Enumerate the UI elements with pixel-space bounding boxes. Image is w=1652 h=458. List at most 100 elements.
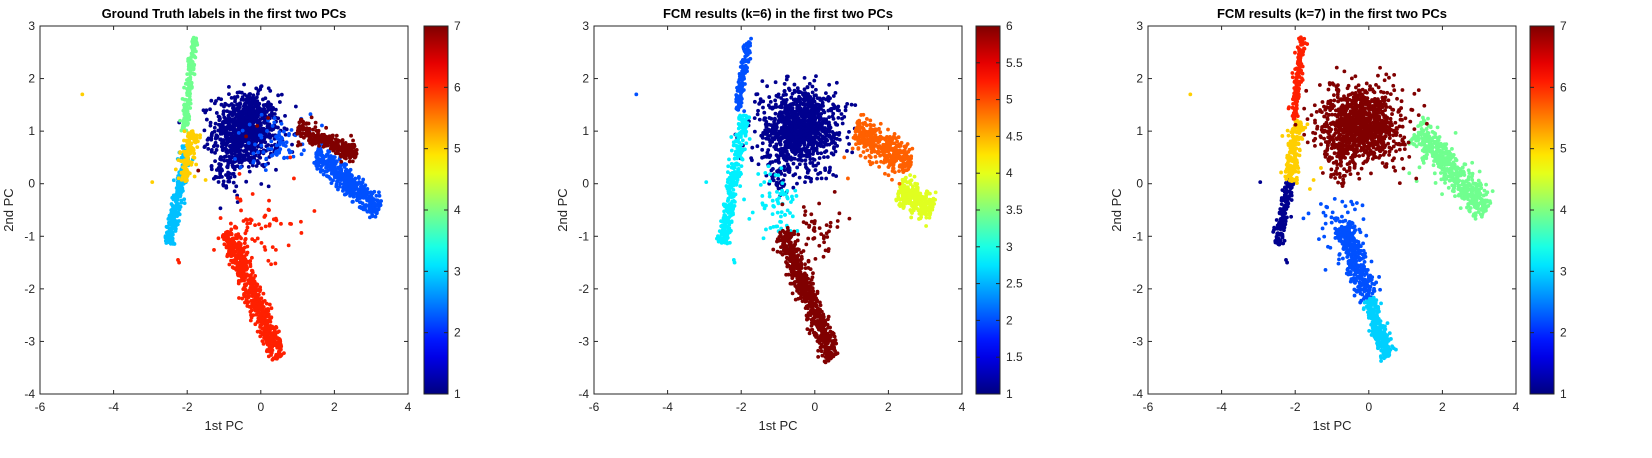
data-point [329, 143, 334, 148]
data-point [245, 126, 250, 130]
data-point [238, 197, 243, 202]
data-point [742, 66, 747, 70]
data-point [307, 131, 312, 136]
data-point [191, 146, 196, 151]
data-point [248, 109, 253, 113]
data-point [235, 94, 240, 99]
data-point [772, 116, 777, 121]
data-point [176, 176, 181, 181]
data-point [850, 150, 855, 155]
data-point [282, 155, 287, 160]
data-point [235, 154, 240, 159]
data-point [248, 114, 253, 118]
data-point [320, 123, 324, 128]
data-point [233, 157, 237, 161]
data-point [231, 106, 235, 111]
data-point [798, 133, 803, 138]
data-point [283, 132, 288, 137]
data-point [802, 103, 807, 107]
data-point [342, 192, 347, 197]
data-point [779, 171, 784, 176]
data-point [281, 143, 286, 147]
data-point [821, 96, 826, 101]
data-point [723, 225, 727, 230]
data-point [236, 108, 241, 113]
data-point [832, 145, 836, 149]
data-point [244, 179, 249, 184]
data-point [313, 125, 318, 130]
cluster-4 [894, 173, 938, 228]
data-point [739, 164, 744, 168]
data-point [725, 241, 730, 246]
data-point [273, 331, 277, 336]
data-point [742, 197, 746, 202]
data-point [263, 162, 268, 167]
data-point [231, 266, 236, 270]
data-point [226, 233, 231, 238]
data-point [795, 181, 799, 186]
data-point [783, 128, 788, 133]
data-point [216, 180, 221, 184]
data-point [338, 168, 343, 173]
data-point [262, 334, 267, 339]
data-point [182, 85, 186, 90]
y-tick-label: 1 [28, 124, 35, 138]
data-point [299, 117, 304, 122]
data-point [192, 155, 197, 160]
data-point [273, 335, 278, 340]
data-point [779, 96, 783, 100]
data-point [360, 180, 365, 185]
data-point [796, 89, 801, 93]
data-point [817, 156, 822, 160]
data-point [806, 134, 811, 139]
data-point [795, 134, 800, 139]
data-point [329, 181, 334, 185]
data-point [801, 97, 806, 102]
data-point [777, 129, 782, 134]
data-point [752, 116, 757, 120]
data-point [231, 249, 235, 254]
data-point [274, 150, 279, 154]
data-point [244, 150, 249, 155]
data-point [765, 84, 769, 89]
data-point [831, 94, 836, 98]
data-point [738, 104, 743, 109]
data-point [792, 139, 796, 144]
data-point [791, 185, 796, 190]
data-point [368, 215, 372, 220]
data-point [355, 182, 360, 187]
data-point [235, 196, 240, 200]
data-point [185, 162, 190, 167]
data-point [805, 144, 810, 149]
data-point [822, 110, 827, 115]
data-point [179, 178, 184, 182]
y-tick-label: -1 [24, 229, 35, 243]
chart-title: Ground Truth labels in the first two PCs [102, 6, 347, 21]
data-point [253, 322, 258, 327]
data-point [768, 226, 773, 230]
data-point [185, 120, 189, 125]
data-point [269, 335, 274, 340]
data-point [187, 93, 192, 98]
cluster-7 [196, 116, 271, 173]
data-point [783, 135, 788, 140]
data-point [346, 172, 351, 177]
data-point [786, 169, 791, 174]
data-point [811, 163, 816, 168]
data-point [836, 104, 841, 109]
data-point [795, 104, 800, 109]
data-point [178, 118, 183, 123]
data-point [336, 187, 340, 192]
data-point [725, 230, 729, 235]
data-point [228, 119, 233, 124]
data-point [795, 116, 799, 121]
data-point [738, 64, 743, 69]
data-point [248, 259, 253, 263]
data-point [238, 165, 243, 170]
data-point [218, 206, 223, 211]
data-point [805, 148, 809, 153]
data-point [734, 99, 739, 104]
data-point [372, 203, 377, 207]
data-point [815, 141, 820, 146]
data-point [739, 73, 744, 78]
